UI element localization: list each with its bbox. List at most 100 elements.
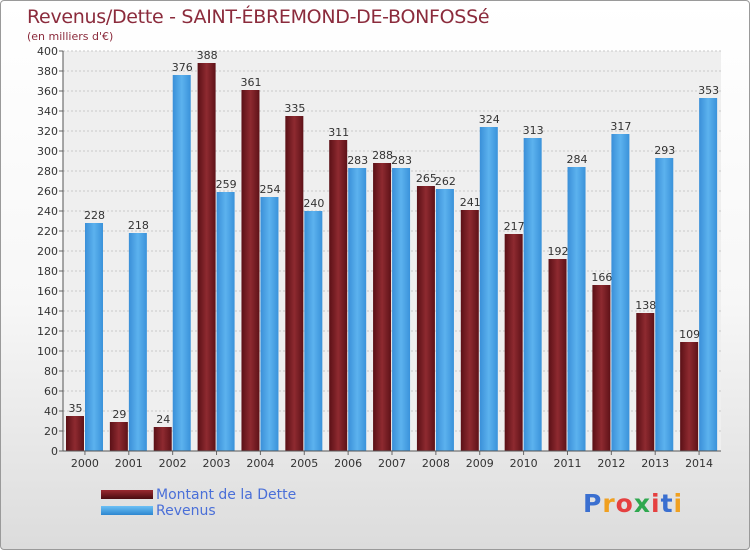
y-tick-label: 240 <box>37 205 58 218</box>
logo-letter: r <box>602 489 616 518</box>
data-label: 109 <box>679 328 700 341</box>
bar-debt <box>680 342 699 451</box>
bar-revenue <box>567 167 586 451</box>
y-tick-label: 360 <box>37 85 58 98</box>
data-label: 388 <box>197 49 218 62</box>
y-tick-label: 200 <box>37 245 58 258</box>
bar-debt <box>460 210 479 451</box>
bar-debt <box>66 416 84 451</box>
y-tick-label: 120 <box>37 325 58 338</box>
y-tick-label: 0 <box>51 445 58 458</box>
bar-revenue <box>655 158 674 451</box>
data-label: 217 <box>504 220 525 233</box>
bar-debt <box>153 427 172 451</box>
data-label: 35 <box>69 402 83 415</box>
data-label: 353 <box>698 84 719 97</box>
bar-debt <box>109 422 128 451</box>
y-tick-label: 260 <box>37 185 58 198</box>
data-label: 166 <box>591 271 612 284</box>
logo-letter: P <box>583 489 603 518</box>
data-label: 218 <box>128 219 149 232</box>
data-label: 24 <box>156 413 170 426</box>
proxiti-logo: Proxiti <box>583 489 683 518</box>
y-tick-label: 400 <box>37 45 58 58</box>
data-label: 311 <box>328 126 349 139</box>
bar-revenue <box>392 168 411 451</box>
bar-revenue <box>85 223 103 451</box>
x-tick-label: 2008 <box>422 457 450 470</box>
x-tick-label: 2011 <box>553 457 581 470</box>
bar-revenue <box>260 197 279 451</box>
legend-label-revenue: Revenus <box>156 503 216 519</box>
y-tick-label: 40 <box>44 405 58 418</box>
data-label: 283 <box>347 154 368 167</box>
y-tick-label: 60 <box>44 385 58 398</box>
y-tick-label: 220 <box>37 225 58 238</box>
logo-letter: t <box>660 489 674 518</box>
x-tick-label: 2004 <box>246 457 274 470</box>
bar-debt <box>548 259 567 451</box>
x-tick-label: 2003 <box>203 457 231 470</box>
bar-debt <box>416 186 435 451</box>
bar-debt <box>504 234 523 451</box>
y-tick-label: 140 <box>37 305 58 318</box>
x-tick-label: 2006 <box>334 457 362 470</box>
y-tick-label: 300 <box>37 145 58 158</box>
data-label: 228 <box>84 209 105 222</box>
bar-revenue <box>479 127 498 451</box>
data-label: 293 <box>654 144 675 157</box>
bar-debt <box>329 140 348 451</box>
bar-revenue <box>128 233 147 451</box>
data-label: 138 <box>635 299 656 312</box>
data-label: 313 <box>523 124 544 137</box>
y-tick-label: 180 <box>37 265 58 278</box>
legend-swatch-debt <box>101 490 153 499</box>
y-tick-label: 100 <box>37 345 58 358</box>
data-label: 288 <box>372 149 393 162</box>
x-tick-label: 2005 <box>290 457 318 470</box>
logo-letter: o <box>615 489 634 518</box>
data-label: 361 <box>240 76 261 89</box>
x-tick-label: 2014 <box>685 457 713 470</box>
data-label: 317 <box>610 120 631 133</box>
bar-debt <box>241 90 260 451</box>
x-tick-label: 2001 <box>115 457 143 470</box>
y-tick-label: 340 <box>37 105 58 118</box>
data-label: 335 <box>284 102 305 115</box>
logo-letter: i <box>673 489 684 518</box>
data-label: 254 <box>259 183 280 196</box>
data-label: 376 <box>172 61 193 74</box>
x-tick-label: 2012 <box>597 457 625 470</box>
bar-debt <box>636 313 655 451</box>
data-label: 240 <box>303 197 324 210</box>
x-tick-label: 2002 <box>159 457 187 470</box>
y-tick-label: 20 <box>44 425 58 438</box>
x-tick-label: 2010 <box>510 457 538 470</box>
bar-revenue <box>611 134 630 451</box>
bar-revenue <box>172 75 191 451</box>
bar-revenue <box>435 189 454 451</box>
x-tick-label: 2000 <box>71 457 99 470</box>
logo-letter: x <box>633 489 651 518</box>
bar-debt <box>373 163 392 451</box>
data-label: 29 <box>112 408 126 421</box>
data-label: 283 <box>391 154 412 167</box>
data-label: 262 <box>435 175 456 188</box>
bar-debt <box>285 116 304 451</box>
legend-swatch-revenue <box>101 506 153 515</box>
y-tick-label: 320 <box>37 125 58 138</box>
y-tick-label: 160 <box>37 285 58 298</box>
data-label: 241 <box>460 196 481 209</box>
bar-debt <box>592 285 611 451</box>
y-tick-label: 380 <box>37 65 58 78</box>
bar-debt <box>197 63 216 451</box>
legend-label-debt: Montant de la Dette <box>156 487 297 503</box>
chart-title: Revenus/Dette - SAINT-ÉBREMOND-DE-BONFOS… <box>27 6 490 28</box>
bar-revenue <box>699 98 718 451</box>
y-tick-label: 280 <box>37 165 58 178</box>
data-label: 324 <box>479 113 500 126</box>
bar-revenue <box>348 168 367 451</box>
data-label: 284 <box>567 153 588 166</box>
